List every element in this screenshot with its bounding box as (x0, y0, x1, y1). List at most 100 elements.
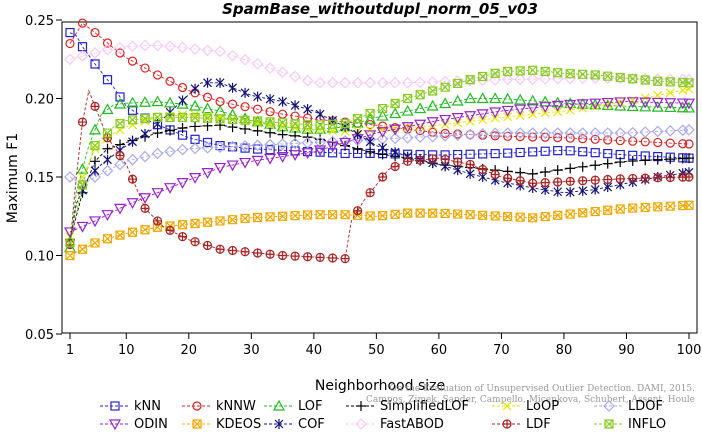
legend-marker (192, 419, 202, 429)
data-point (128, 136, 137, 147)
data-point (215, 216, 225, 226)
data-point (664, 124, 677, 137)
data-point (227, 215, 238, 225)
data-point (328, 253, 338, 263)
data-point (414, 119, 427, 131)
data-point (615, 157, 626, 168)
data-point (340, 119, 350, 129)
data-point (351, 76, 364, 89)
data-point (252, 212, 263, 223)
data-point (239, 53, 251, 66)
data-point (214, 45, 226, 58)
data-point (176, 143, 189, 156)
data-point (578, 134, 588, 144)
data-point (328, 148, 338, 158)
data-point (126, 40, 139, 53)
data-point (140, 203, 150, 213)
data-point (451, 113, 464, 124)
series-line-inflo (69, 69, 690, 243)
data-point (101, 210, 114, 221)
data-point (114, 97, 127, 109)
data-point (390, 147, 400, 158)
data-point (640, 173, 650, 183)
data-point (401, 122, 414, 133)
data-point (65, 238, 75, 248)
data-point (453, 78, 463, 89)
series-line-ldof (69, 129, 690, 186)
x-tick-label: 100 (677, 343, 702, 358)
data-point (165, 76, 175, 86)
legend-item-odin: ODIN (100, 417, 168, 432)
data-point (140, 63, 150, 73)
data-point (251, 139, 264, 152)
data-point (627, 155, 638, 166)
data-point (378, 211, 388, 221)
data-point (565, 133, 575, 143)
data-point (140, 113, 150, 124)
credit-line-2: Campos, Zimek, Sander, Campello, Micenko… (366, 395, 695, 405)
data-point (577, 161, 588, 172)
data-point (489, 107, 502, 119)
data-point (89, 171, 101, 183)
data-point (601, 97, 614, 109)
legend-label: LDOF (628, 399, 663, 414)
data-point (364, 76, 376, 89)
data-point (515, 147, 525, 158)
y-tick-label: 0.10 (25, 250, 54, 265)
legend-label: LoOP (526, 399, 559, 414)
data-point (265, 249, 275, 259)
credit-line-1: On the Evaluation of Unsupervised Outlie… (389, 384, 695, 394)
data-point (240, 87, 250, 98)
data-point (365, 108, 375, 119)
data-point (389, 124, 402, 136)
data-point (589, 127, 602, 139)
data-point (90, 238, 100, 248)
data-point (515, 111, 525, 120)
data-point (277, 129, 288, 140)
data-point (353, 129, 363, 140)
data-point (540, 146, 550, 156)
x-tick-label: 30 (243, 343, 260, 358)
data-point (239, 140, 251, 152)
data-point (115, 119, 125, 129)
data-point (328, 210, 338, 220)
data-point (339, 137, 352, 149)
data-point (403, 123, 413, 132)
data-point (165, 225, 175, 235)
x-tick-label: 1 (66, 343, 74, 358)
data-point (289, 150, 302, 161)
legend-label: kNN (134, 399, 161, 414)
data-point (676, 98, 689, 110)
data-point (201, 44, 214, 57)
data-point (77, 18, 88, 28)
data-point (152, 70, 163, 80)
data-point (226, 160, 239, 172)
data-point (326, 76, 339, 89)
legend-label: INFLO (628, 417, 666, 432)
x-axis: 1 10 20 30 40 50 60 70 80 90 100 (66, 333, 702, 358)
data-point (683, 124, 695, 136)
series-layer (63, 18, 696, 264)
x-tick-label: 20 (181, 343, 198, 358)
legend-marker (274, 419, 284, 429)
data-point (303, 104, 313, 115)
data-point (503, 173, 513, 183)
data-point (190, 113, 200, 123)
data-point (501, 73, 514, 86)
legend-marker (502, 401, 512, 411)
data-point (476, 74, 489, 87)
data-point (227, 245, 238, 256)
data-point (639, 97, 652, 109)
data-point (684, 78, 694, 88)
data-point (540, 178, 550, 188)
data-point (177, 82, 188, 93)
data-point (540, 66, 550, 77)
data-point (615, 174, 625, 184)
data-point (277, 109, 288, 119)
data-point (653, 137, 663, 148)
data-point (439, 130, 452, 142)
y-tick-label: 0.20 (25, 93, 54, 108)
data-point (176, 41, 189, 54)
data-point (101, 43, 114, 56)
data-point (678, 139, 688, 149)
